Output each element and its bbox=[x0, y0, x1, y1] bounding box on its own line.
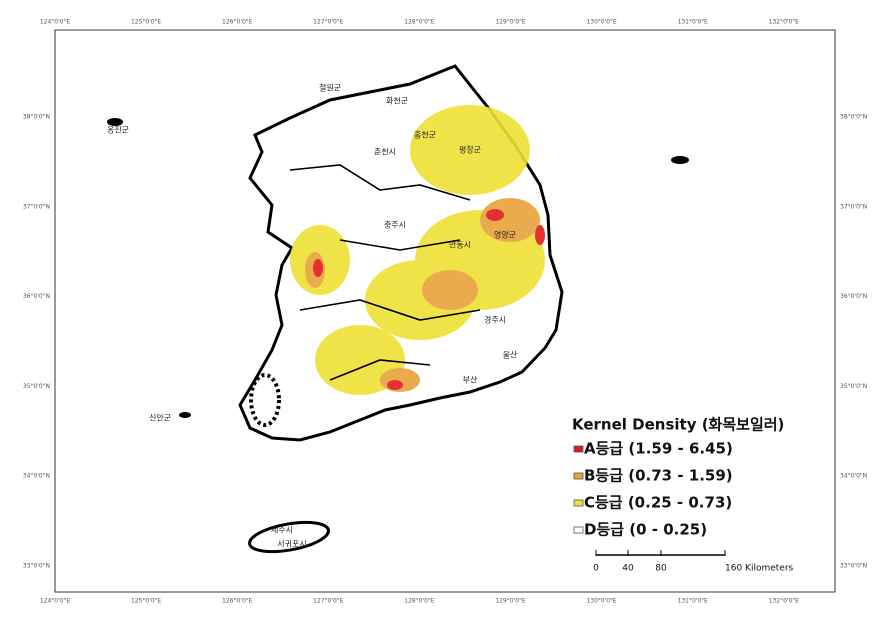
scale-bar bbox=[595, 550, 726, 556]
density-a bbox=[313, 259, 323, 277]
latitude-label: 37°0'0"N bbox=[23, 203, 50, 210]
latitude-label: 37°0'0"N bbox=[840, 203, 867, 210]
place-label: 신안군 bbox=[149, 413, 171, 423]
longitude-label: 126°0'0"E bbox=[222, 19, 252, 26]
latitude-label: 38°0'0"N bbox=[840, 114, 867, 121]
legend-swatch bbox=[573, 472, 584, 480]
scale-label: 0 bbox=[593, 564, 599, 574]
longitude-label: 128°0'0"E bbox=[404, 598, 434, 605]
latitude-label: 34°0'0"N bbox=[840, 473, 867, 480]
longitude-label: 128°0'0"E bbox=[404, 19, 434, 26]
density-a bbox=[535, 225, 545, 245]
scale-label: 160 Kilometers bbox=[725, 564, 794, 574]
legend-swatch bbox=[573, 499, 584, 507]
island bbox=[107, 118, 123, 126]
islands bbox=[249, 373, 281, 427]
latitude-label: 36°0'0"N bbox=[840, 293, 867, 300]
place-label: 경주시 bbox=[484, 315, 506, 325]
longitude-label: 125°0'0"E bbox=[131, 598, 161, 605]
place-label: 춘천시 bbox=[374, 147, 396, 157]
longitude-label: 126°0'0"E bbox=[222, 598, 252, 605]
longitude-label: 132°0'0"E bbox=[769, 598, 799, 605]
place-label: 평창군 bbox=[459, 145, 481, 155]
legend-label: B등급 (0.73 - 1.59) bbox=[584, 467, 733, 485]
longitude-label: 130°0'0"E bbox=[586, 19, 616, 26]
legend-swatch bbox=[573, 526, 584, 534]
longitude-label: 124°0'0"E bbox=[40, 598, 70, 605]
place-label: 안동시 bbox=[449, 240, 471, 250]
longitude-label: 131°0'0"E bbox=[678, 19, 708, 26]
latitude-label: 35°0'0"N bbox=[840, 383, 867, 390]
legend-label: D등급 (0 - 0.25) bbox=[584, 521, 707, 539]
map-frame bbox=[54, 29, 836, 593]
place-label: 부산 bbox=[463, 375, 478, 385]
legend-title: Kernel Density (화목보일러) bbox=[572, 416, 784, 434]
latitude-label: 38°0'0"N bbox=[23, 114, 50, 121]
latitude-label: 34°0'0"N bbox=[23, 473, 50, 480]
latitude-label: 36°0'0"N bbox=[23, 293, 50, 300]
density-a bbox=[387, 380, 403, 390]
legend-swatch bbox=[573, 445, 584, 453]
place-label: 홍천군 bbox=[414, 130, 436, 140]
scale-label: 40 bbox=[622, 564, 634, 574]
longitude-label: 131°0'0"E bbox=[678, 598, 708, 605]
longitude-label: 124°0'0"E bbox=[40, 19, 70, 26]
legend-label: C등급 (0.25 - 0.73) bbox=[584, 494, 732, 512]
place-label: 영양군 bbox=[494, 230, 516, 240]
density-c bbox=[410, 105, 530, 195]
place-label: 철원군 bbox=[319, 83, 341, 93]
longitude-label: 129°0'0"E bbox=[495, 598, 525, 605]
island bbox=[179, 412, 191, 418]
density-areas bbox=[290, 105, 545, 395]
province-border bbox=[289, 164, 481, 381]
latitude-label: 35°0'0"N bbox=[23, 383, 50, 390]
latitude-label: 33°0'0"N bbox=[840, 563, 867, 570]
place-label: 서귀포시 bbox=[277, 539, 306, 549]
place-label: 울산 bbox=[503, 350, 518, 360]
ulleung-island bbox=[671, 156, 689, 164]
longitude-label: 127°0'0"E bbox=[313, 598, 343, 605]
density-a bbox=[486, 209, 504, 221]
place-label: 제주시 bbox=[271, 526, 293, 535]
density-b bbox=[422, 270, 478, 310]
longitude-label: 127°0'0"E bbox=[313, 19, 343, 26]
jeju-island bbox=[248, 520, 330, 554]
legend-label: A등급 (1.59 - 6.45) bbox=[584, 440, 733, 458]
place-label: 화천군 bbox=[386, 96, 408, 106]
longitude-label: 129°0'0"E bbox=[495, 19, 525, 26]
place-label: 충주시 bbox=[384, 221, 406, 230]
longitude-label: 130°0'0"E bbox=[586, 598, 616, 605]
place-label: 옹진군 bbox=[107, 125, 129, 135]
longitude-label: 125°0'0"E bbox=[131, 19, 161, 26]
longitude-label: 132°0'0"E bbox=[769, 19, 799, 26]
latitude-label: 33°0'0"N bbox=[23, 563, 50, 570]
scale-label: 80 bbox=[655, 564, 667, 574]
